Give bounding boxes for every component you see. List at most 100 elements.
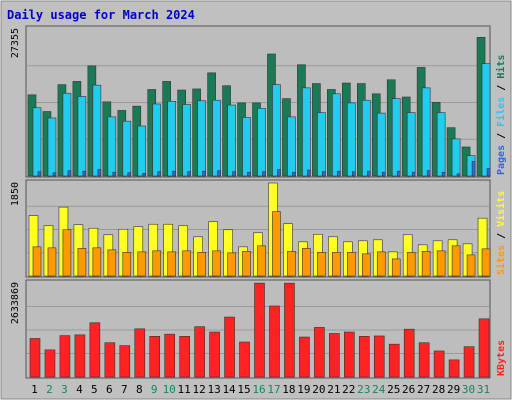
x-tick-label: 6	[106, 383, 113, 396]
sites-bar-day-31: 31: 540	[481, 248, 491, 277]
x-tick-label: 12	[193, 383, 206, 396]
kbytes-bar-day-25: 25: 920000	[388, 343, 400, 378]
sites-bar-day-12: 12: 470	[197, 252, 206, 277]
files-bar-day-20: 20: 11800	[317, 112, 326, 177]
x-tick-label: 11	[178, 383, 191, 396]
pages-bar-day-23: 23: 900	[366, 170, 371, 177]
files-bar-day-14: 14: 13200	[227, 104, 236, 177]
pages-bar-day-5: 5: 1200	[97, 169, 102, 177]
pages-bar-day-27: 27: 1000	[426, 170, 431, 177]
kbytes-bar-day-31: 31: 1630000	[478, 318, 490, 378]
sites-bar-day-29: 29: 600	[451, 245, 461, 277]
sites-bar-day-30: 30: 420	[466, 254, 476, 277]
x-tick-label: 3	[61, 383, 68, 396]
sites-bar-day-27: 27: 490	[421, 251, 431, 277]
sites-bar-day-19: 19: 550	[302, 248, 311, 277]
legend-visits-sites: Sites / Visits	[495, 191, 507, 275]
pages-bar-day-24: 24: 700	[381, 171, 386, 177]
x-tick-label: 9	[151, 383, 158, 396]
files-bar-day-15: 15: 10900	[242, 117, 251, 177]
sites-bar-day-18: 18: 490	[287, 251, 296, 277]
files-bar-day-23: 23: 14100	[361, 99, 371, 177]
sites-bar-day-1: 1: 580	[32, 246, 42, 277]
files-bar-day-8: 8: 9300	[137, 125, 147, 177]
files-bar-day-12: 12: 14000	[197, 100, 206, 177]
x-tick-label: 21	[327, 383, 340, 396]
legend-kbytes: KBytes	[496, 340, 507, 376]
panel-visits-sites: 18501: 12001: 5802: 10002: 5603: 13703: …	[10, 179, 507, 278]
kbytes-bar-day-12: 12: 1410000	[194, 326, 205, 378]
pages-bar-day-12: 12: 900	[202, 170, 206, 177]
x-tick-label: 23	[357, 383, 370, 396]
panel-kbytes: 2633869 1: 10800002: 7600003: 11600004: 1…	[10, 279, 507, 379]
pages-bar-day-26: 26: 700	[411, 171, 416, 177]
files-bar-day-17: 17: 17000	[272, 84, 281, 177]
pages-bar-day-10: 10: 900	[172, 170, 177, 177]
sites-bar-day-25: 25: 340	[391, 258, 401, 277]
x-tick-label: 14	[222, 383, 236, 396]
x-tick-label: 8	[136, 383, 143, 396]
x-tick-label: 24	[372, 383, 386, 396]
x-tick-label: 17	[267, 383, 280, 396]
x-tick-label: 30	[462, 383, 475, 396]
pages-bar-day-13: 13: 1000	[217, 170, 221, 177]
pages-bar-day-15: 15: 700	[247, 171, 251, 177]
pages-bar-day-17: 17: 1200	[277, 169, 281, 177]
sites-bar-day-13: 13: 500	[212, 250, 221, 277]
x-tick-label: 15	[237, 383, 250, 396]
x-tick-label: 19	[297, 383, 310, 396]
pages-bar-day-25: 25: 900	[396, 170, 401, 177]
kbytes-bar-day-22: 22: 1260000	[344, 331, 355, 378]
x-tick-label: 28	[432, 383, 445, 396]
sites-bar-day-15: 15: 490	[242, 251, 251, 277]
x-tick-label: 31	[477, 383, 490, 396]
pages-bar-day-2: 2: 600	[52, 172, 57, 177]
kbytes-bar-day-24: 24: 1150000	[373, 335, 385, 378]
files-bar-day-19: 19: 16400	[302, 87, 311, 177]
x-tick-label: 7	[121, 383, 128, 396]
kbytes-bar-day-21: 21: 1220000	[329, 333, 340, 378]
sites-bar-day-20: 20: 470	[317, 252, 326, 277]
files-bar-day-29: 29: 6900	[451, 138, 461, 177]
files-bar-day-18: 18: 11000	[287, 116, 296, 177]
x-tick-label: 4	[76, 383, 83, 396]
files-bar-day-10: 10: 13900	[167, 101, 177, 177]
y-tick-label: 27355	[10, 28, 21, 58]
x-tick-label: 29	[447, 383, 460, 396]
sites-bar-day-8: 8: 480	[137, 251, 147, 277]
kbytes-bar-day-29: 29: 480000	[448, 359, 460, 378]
kbytes-bar-day-20: 20: 1390000	[314, 327, 325, 378]
files-bar-day-26: 26: 11800	[406, 112, 416, 177]
pages-bar-day-28: 28: 700	[441, 171, 446, 177]
sites-bar-day-23: 23: 440	[361, 253, 371, 277]
legend-item-hits: Hits	[495, 55, 507, 79]
pages-bar-day-4: 4: 900	[82, 170, 87, 177]
x-tick-label: 16	[252, 383, 265, 396]
sites-bar-day-3: 3: 920	[62, 229, 72, 277]
panel-hits-files-pages: 273551: 151001: 127001: 8002: 120002: 10…	[10, 25, 507, 178]
x-tick-label: 26	[402, 383, 415, 396]
kbytes-bar-day-28: 28: 730000	[433, 350, 445, 378]
x-tick-label: 20	[312, 383, 325, 396]
files-bar-day-2: 2: 10800	[47, 117, 57, 177]
files-bar-day-6: 6: 11000	[107, 116, 117, 177]
legend-item-sites: Sites	[495, 245, 507, 275]
sites-bar-day-9: 9: 500	[152, 250, 162, 277]
kbytes-bar-day-26: 26: 1340000	[403, 328, 415, 378]
chart-title: Daily usage for March 2024	[7, 8, 195, 22]
x-tick-label: 5	[91, 383, 98, 396]
files-bar-day-9: 9: 13400	[152, 103, 162, 177]
kbytes-bar-day-16: 16: 2630000	[254, 282, 265, 378]
legend-item-kbytes: KBytes	[496, 340, 507, 376]
x-tick-label: 10	[163, 383, 176, 396]
kbytes-bar-day-17: 17: 1990000	[269, 305, 280, 378]
pages-bar-day-20: 20: 800	[322, 171, 326, 177]
sites-bar-day-24: 24: 480	[376, 251, 386, 277]
kbytes-bar-day-10: 10: 1200000	[164, 333, 176, 378]
x-tick-label: 1	[31, 383, 38, 396]
kbytes-bar-day-9: 9: 1140000	[149, 336, 161, 378]
kbytes-bar-day-23: 23: 1140000	[358, 336, 370, 378]
sites-bar-day-16: 16: 600	[257, 245, 266, 277]
pages-bar-day-21: 21: 900	[337, 170, 341, 177]
legend-item-files: Files	[495, 97, 507, 127]
